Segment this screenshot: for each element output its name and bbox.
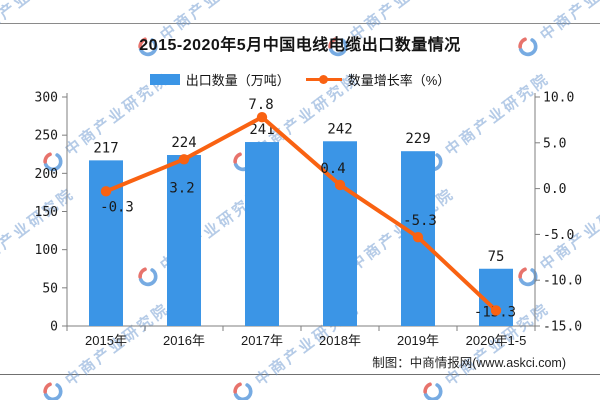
bar-value-label: 75 (488, 249, 505, 265)
watermark-item: 中商产业研究院 (323, 0, 488, 62)
left-axis-tick-label: 0 (50, 320, 58, 335)
right-axis-tick-label: 5.0 (543, 136, 566, 151)
watermark-item: 中商产业研究院 (133, 160, 298, 292)
bar-value-label: 229 (405, 131, 430, 147)
credit-text: 制图：中商情报网(www.askci.com) (372, 356, 566, 370)
cms-logo-icon (233, 382, 253, 400)
legend: 出口数量（万吨） 数量增长率（%） (0, 70, 600, 89)
point-2017年 (256, 111, 268, 123)
cms-logo-icon (138, 37, 158, 57)
top-divider (0, 23, 600, 24)
cms-logo-icon (43, 152, 63, 172)
right-axis-tick-label: 0.0 (543, 182, 566, 197)
right-axis-tick-label: 10.0 (543, 91, 574, 106)
bar-2017年 (245, 142, 279, 326)
watermark-item: 中商产业研究院 (513, 160, 600, 292)
growth-value-label: -0.3 (100, 199, 134, 215)
cms-logo-icon (43, 382, 63, 400)
cms-logo-icon (518, 267, 538, 287)
left-axis-tick-label: 200 (35, 167, 58, 182)
x-tick-label: 2015年 (85, 333, 127, 348)
legend-item-growth: 数量增长率（%） (305, 70, 451, 89)
bar-value-label: 242 (327, 121, 352, 137)
left-axis-tick-label: 100 (35, 243, 58, 258)
bottom-divider (0, 374, 600, 375)
left-axis-tick-label: 300 (35, 91, 58, 106)
growth-line (104, 115, 498, 313)
point-2016年 (178, 154, 190, 165)
growth-value-label: -5.3 (403, 213, 437, 229)
bar-value-label: 224 (171, 135, 196, 151)
chart-title: 2015-2020年5月中国电线电缆出口数量情况 (139, 37, 461, 54)
legend-label-exports: 出口数量（万吨） (185, 73, 290, 88)
x-tick-label: 2016年 (163, 333, 205, 348)
growth-value-label: 0.4 (320, 161, 345, 177)
cms-logo-icon (328, 37, 348, 57)
bar-value-label: 217 (93, 140, 118, 156)
left-axis-tick-label: 50 (42, 281, 58, 296)
watermark-item: 中商产业研究院 (38, 275, 203, 400)
watermark-item: 中商产业研究院 (418, 275, 583, 400)
watermark-item: 中商产业研究院 (38, 45, 203, 177)
bar-2016年 (167, 155, 201, 326)
x-tick-label: 2020年1-5 (466, 333, 527, 348)
left-axis-tick-label: 150 (35, 205, 58, 220)
bar-series-swatch (149, 74, 180, 85)
point-2018年 (334, 179, 346, 191)
x-tick-label: 2019年 (397, 333, 439, 348)
legend-item-exports: 出口数量（万吨） (149, 70, 290, 89)
cms-logo-icon (423, 382, 443, 400)
point-2019年 (412, 231, 424, 243)
point-2020年1-5 (490, 305, 502, 316)
watermark-item: 中商产业研究院 (133, 0, 298, 62)
left-axis-tick-label: 250 (35, 129, 58, 144)
legend-label-growth: 数量增长率（%） (347, 73, 451, 88)
watermark-item: 中商产业研究院 (228, 275, 393, 400)
point-2015年 (100, 186, 112, 197)
growth-value-label: 7.8 (248, 97, 273, 113)
bar-value-label: 241 (249, 122, 274, 138)
x-tick-label: 2017年 (241, 333, 283, 348)
growth-value-label: 3.2 (169, 180, 194, 196)
bar-2018年 (323, 141, 357, 326)
watermark-item: 中商产业研究院 (513, 0, 600, 62)
cms-logo-icon (138, 267, 158, 287)
line-series-swatch (305, 75, 342, 84)
line-series-marker-icon (318, 75, 328, 84)
right-axis-tick-label: -15.0 (543, 320, 582, 335)
right-axis-tick-label: -10.0 (543, 274, 582, 289)
cms-logo-icon (518, 37, 538, 57)
right-axis-tick-label: -5.0 (543, 228, 574, 243)
x-tick-label: 2018年 (319, 333, 361, 348)
